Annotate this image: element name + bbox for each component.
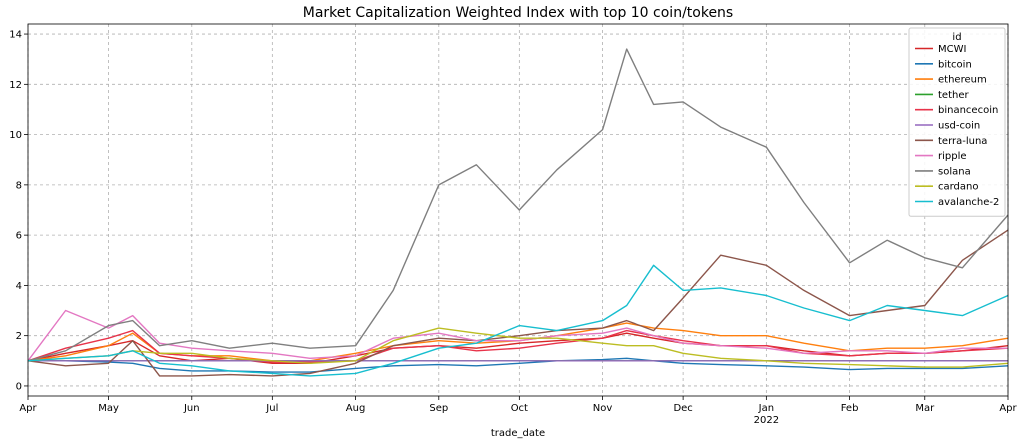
x-tick-label: Sep bbox=[429, 403, 448, 414]
x-axis: Apr May Jun Jul Aug Sep Oct Nov Dec Jan Feb Mar Apr bbox=[19, 396, 1018, 414]
x-tick-label: Mar bbox=[915, 403, 935, 414]
series-layer bbox=[27, 48, 1009, 377]
legend-title: id bbox=[952, 32, 961, 43]
y-axis: 0 2 4 6 8 10 12 14 bbox=[9, 30, 28, 392]
x-tick-label: Apr bbox=[19, 403, 37, 414]
y-tick-label: 8 bbox=[16, 180, 22, 191]
legend-label-binancecoin: binancecoin bbox=[938, 105, 998, 116]
legend-label-terra-luna: terra-luna bbox=[938, 136, 987, 147]
legend: id MCWI bitcoin ethereum tether binancecoin u… bbox=[908, 27, 1006, 217]
legend-box bbox=[908, 27, 1006, 217]
series-line-MCWI bbox=[27, 332, 1009, 364]
series-line-terra-luna bbox=[27, 229, 1009, 377]
series-line-avalanche-2 bbox=[27, 264, 1009, 377]
x-tick-label: Nov bbox=[593, 403, 613, 414]
legend-label-bitcoin: bitcoin bbox=[938, 59, 972, 70]
y-tick-label: 0 bbox=[16, 381, 22, 392]
legend-label-solana: solana bbox=[938, 166, 971, 177]
x-tick-label: Oct bbox=[511, 403, 528, 414]
legend-label-usd-coin: usd-coin bbox=[938, 121, 980, 132]
x-tick-label: Jul bbox=[265, 403, 278, 414]
series-line-solana bbox=[27, 48, 1009, 362]
series-line-bitcoin bbox=[28, 357, 1009, 373]
x-axis-label: trade_date bbox=[491, 428, 545, 439]
y-tick-label: 6 bbox=[16, 231, 22, 242]
legend-label-tether: tether bbox=[938, 90, 969, 101]
legend-label-MCWI: MCWI bbox=[938, 44, 966, 55]
y-tick-label: 14 bbox=[9, 30, 22, 41]
plot-frame bbox=[27, 23, 1009, 397]
legend-label-ripple: ripple bbox=[938, 151, 967, 162]
y-tick-label: 4 bbox=[16, 281, 22, 292]
series-line-ripple bbox=[27, 309, 1008, 362]
series-line-cardano bbox=[27, 327, 1009, 368]
y-tick-label: 12 bbox=[9, 80, 22, 91]
legend-label-avalanche-2: avalanche-2 bbox=[938, 197, 999, 208]
x-tick-label: May bbox=[98, 403, 119, 414]
x-tick-label: Jan bbox=[758, 403, 774, 414]
x-tick-label: Feb bbox=[841, 403, 859, 414]
x-tick-label: Apr bbox=[999, 403, 1017, 414]
series-line-binancecoin bbox=[27, 329, 1009, 363]
y-tick-label: 10 bbox=[9, 130, 22, 141]
x-tick-label: Aug bbox=[346, 403, 366, 414]
legend-label-cardano: cardano bbox=[938, 182, 979, 193]
chart-title: Market Capitalization Weighted Index wit… bbox=[303, 5, 733, 21]
x-tick-label: Dec bbox=[673, 403, 692, 414]
x-year-label: 2022 bbox=[754, 415, 779, 426]
x-tick-label: Jun bbox=[183, 403, 200, 414]
legend-label-ethereum: ethereum bbox=[938, 75, 987, 86]
y-tick-label: 2 bbox=[16, 331, 22, 342]
